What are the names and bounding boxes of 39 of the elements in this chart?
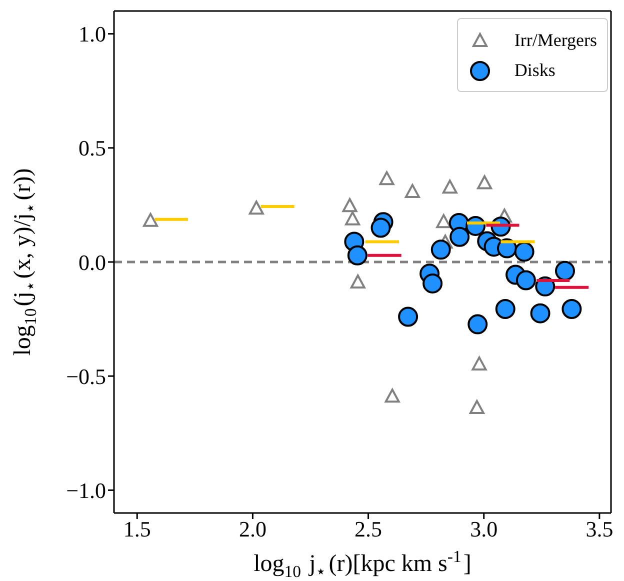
- y-tick-label: −0.5: [66, 364, 106, 389]
- point: [516, 270, 536, 290]
- point: [350, 274, 366, 289]
- point: [442, 180, 458, 194]
- point: [345, 211, 360, 226]
- point: [472, 356, 487, 370]
- point: [530, 303, 550, 324]
- point: [248, 200, 264, 215]
- legend-label: Irr/Mergers: [514, 30, 597, 50]
- y-tick-label: 1.0: [78, 22, 106, 47]
- point: [398, 306, 418, 327]
- y-tick-label: −1.0: [66, 478, 106, 503]
- point: [404, 184, 420, 198]
- y-tick-label: 0.0: [78, 250, 106, 275]
- point: [468, 314, 488, 334]
- legend-label: Disks: [514, 60, 556, 80]
- x-axis-title: log$_{10}$ j$_{⋆}$(r)[kpc km s$^{-1}$]: [254, 547, 472, 581]
- point: [379, 171, 394, 186]
- point: [495, 299, 516, 320]
- point: [143, 212, 158, 227]
- point: [436, 214, 452, 228]
- point: [422, 273, 443, 294]
- point: [450, 226, 470, 247]
- point: [384, 388, 400, 403]
- point: [562, 299, 582, 320]
- point: [370, 218, 391, 238]
- x-tick-label: 3.0: [470, 516, 498, 542]
- point: [342, 198, 358, 212]
- point: [555, 260, 575, 281]
- x-tick-label: 2.0: [238, 516, 266, 542]
- point: [430, 240, 451, 260]
- point: [347, 245, 368, 266]
- x-tick-label: 1.5: [123, 516, 151, 542]
- y-tick-label: 0.5: [78, 136, 106, 161]
- point: [477, 175, 492, 190]
- x-tick-label: 3.5: [586, 516, 614, 542]
- point: [514, 242, 534, 262]
- x-tick-label: 2.5: [354, 516, 382, 542]
- point: [469, 400, 484, 414]
